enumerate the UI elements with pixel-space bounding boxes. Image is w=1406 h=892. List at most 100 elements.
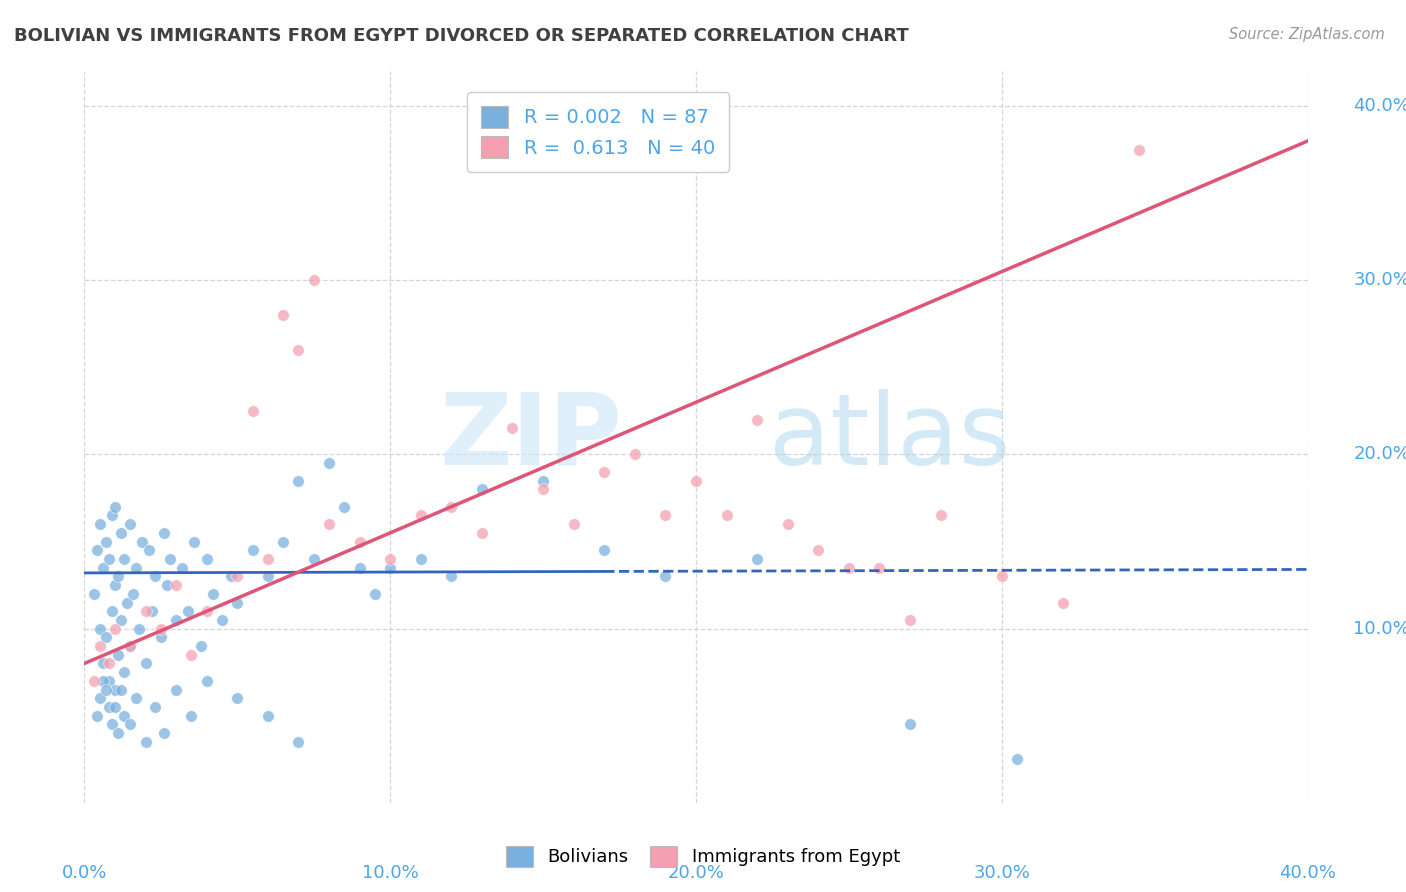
Point [226, 569, 249, 583]
Point [776, 517, 799, 532]
Point [172, 560, 194, 574]
Point [153, 525, 176, 540]
Point [807, 543, 830, 558]
Text: 0.0%: 0.0% [62, 863, 107, 882]
Point [104, 700, 127, 714]
Point [135, 657, 157, 671]
Point [898, 717, 921, 731]
Point [91, 673, 114, 688]
Point [287, 474, 309, 488]
Point [190, 639, 212, 653]
Point [929, 508, 952, 523]
Point [287, 343, 309, 357]
Point [257, 552, 280, 566]
Point [898, 613, 921, 627]
Point [135, 604, 157, 618]
Point [143, 700, 166, 714]
Point [112, 665, 135, 680]
Point [110, 525, 132, 540]
Point [302, 552, 325, 566]
Point [83, 587, 105, 601]
Point [349, 560, 371, 574]
Point [97, 700, 120, 714]
Point [302, 273, 325, 287]
Point [747, 412, 769, 426]
Point [91, 560, 114, 574]
Point [86, 708, 108, 723]
Point [318, 517, 340, 532]
Point [257, 569, 280, 583]
Point [165, 682, 187, 697]
Point [110, 682, 132, 697]
Point [1128, 143, 1150, 157]
Point [97, 657, 120, 671]
Point [991, 569, 1014, 583]
Point [869, 560, 891, 574]
Point [502, 421, 524, 435]
Point [654, 508, 676, 523]
Legend: Bolivians, Immigrants from Egypt: Bolivians, Immigrants from Egypt [499, 838, 907, 874]
Point [685, 474, 707, 488]
Point [287, 735, 309, 749]
Point [97, 673, 120, 688]
Point [201, 587, 224, 601]
Point [156, 578, 179, 592]
Point [195, 552, 218, 566]
Point [120, 639, 142, 653]
Point [219, 569, 242, 583]
Point [440, 569, 463, 583]
Point [165, 613, 187, 627]
Point [101, 508, 124, 523]
Point [242, 543, 264, 558]
Point [141, 604, 163, 618]
Legend: R = 0.002   N = 87, R =  0.613   N = 40: R = 0.002 N = 87, R = 0.613 N = 40 [467, 92, 728, 172]
Point [86, 543, 108, 558]
Point [104, 682, 127, 697]
Point [120, 717, 142, 731]
Point [115, 595, 138, 609]
Point [112, 552, 135, 566]
Point [380, 552, 402, 566]
Point [1005, 752, 1028, 766]
Point [104, 622, 127, 636]
Text: 10.0%: 10.0% [1354, 620, 1406, 638]
Point [89, 691, 111, 706]
Point [624, 448, 647, 462]
Point [183, 534, 205, 549]
Point [531, 483, 554, 497]
Text: 20.0%: 20.0% [1354, 445, 1406, 464]
Point [226, 595, 249, 609]
Text: 20.0%: 20.0% [668, 863, 724, 882]
Point [271, 308, 294, 322]
Point [180, 648, 202, 662]
Point [593, 543, 616, 558]
Point [180, 708, 202, 723]
Point [654, 569, 676, 583]
Point [107, 569, 129, 583]
Point [110, 613, 132, 627]
Point [349, 534, 371, 549]
Point [138, 543, 160, 558]
Point [83, 673, 105, 688]
Point [195, 673, 218, 688]
Point [135, 735, 157, 749]
Text: ZIP: ZIP [440, 389, 623, 485]
Point [89, 639, 111, 653]
Point [91, 657, 114, 671]
Point [716, 508, 738, 523]
Point [143, 569, 166, 583]
Point [120, 639, 142, 653]
Point [195, 604, 218, 618]
Point [471, 483, 494, 497]
Text: 30.0%: 30.0% [1354, 271, 1406, 289]
Point [131, 534, 153, 549]
Point [101, 604, 124, 618]
Point [177, 604, 200, 618]
Point [120, 517, 142, 532]
Point [165, 578, 187, 592]
Point [318, 456, 340, 470]
Point [104, 500, 127, 514]
Point [838, 560, 860, 574]
Text: 40.0%: 40.0% [1279, 863, 1336, 882]
Point [409, 508, 432, 523]
